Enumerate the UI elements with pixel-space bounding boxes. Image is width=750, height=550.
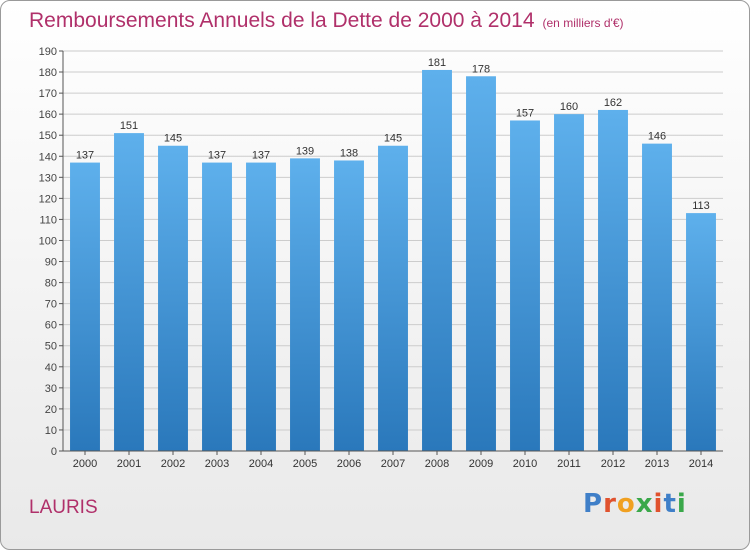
y-tick-label: 120	[39, 193, 57, 205]
bar-2003	[202, 162, 232, 451]
x-tick-label: 2000	[73, 458, 97, 470]
data-label-2002: 145	[164, 133, 182, 145]
data-label-2009: 178	[472, 63, 490, 75]
bar-2008	[422, 69, 452, 452]
bar-2010	[510, 120, 540, 451]
y-tick-label: 150	[39, 130, 57, 142]
chart-title-text: Remboursements Annuels de la Dette de 20…	[29, 9, 535, 32]
axes: 0 10 20 30 40 50 60 70 80 90 100 110 120 130 140 150 160…	[39, 46, 723, 470]
logo-letter: x	[635, 489, 654, 519]
data-label-2011: 160	[560, 101, 578, 113]
bar-2001	[114, 133, 144, 451]
y-tick-label: 100	[39, 235, 57, 247]
y-tick-label: 160	[39, 109, 57, 121]
data-label-2008: 181	[428, 57, 446, 69]
x-tick-label: 2013	[645, 458, 669, 470]
x-tick-label: 2005	[293, 458, 317, 470]
x-tick-label: 2001	[117, 458, 141, 470]
data-label-2012: 162	[604, 97, 622, 109]
data-label-2000: 137	[76, 150, 94, 162]
x-tick-label: 2014	[689, 458, 713, 470]
bar-2004	[246, 162, 276, 451]
y-tick-label: 70	[45, 299, 57, 311]
x-tick-label: 2010	[513, 458, 537, 470]
x-tick-label: 2009	[469, 458, 493, 470]
data-labels: 137 151 145 137 137 139 138 145 181 178 157 160 162 1…	[76, 57, 710, 212]
logo-letter: P	[583, 489, 604, 519]
chart-title: Remboursements Annuels de la Dette de 20…	[29, 9, 624, 33]
proxiti-logo: Proxiti	[583, 489, 687, 519]
y-tick-label: 140	[39, 151, 57, 163]
data-label-2014: 113	[692, 200, 710, 212]
x-tick-label: 2007	[381, 458, 405, 470]
bars	[70, 69, 716, 452]
y-tick-label: 130	[39, 172, 57, 184]
bar-2006	[334, 160, 364, 451]
y-tick-label: 50	[45, 341, 57, 353]
place-name: LAURIS	[29, 497, 98, 518]
data-label-2001: 151	[120, 120, 138, 132]
x-tick-label: 2011	[557, 458, 581, 470]
y-tick-label: 170	[39, 88, 57, 100]
bar-2011	[554, 114, 584, 451]
logo-letter: r	[603, 489, 617, 519]
y-tick-label: 110	[39, 214, 57, 226]
data-label-2004: 137	[252, 150, 270, 162]
y-tick-label: 80	[45, 278, 57, 290]
data-label-2006: 138	[340, 147, 358, 159]
bar-2002	[158, 145, 188, 451]
x-tick-label: 2004	[249, 458, 273, 470]
x-tick-label: 2002	[161, 458, 185, 470]
y-tick-label: 180	[39, 67, 57, 79]
y-tick-label: 0	[51, 446, 57, 458]
bar-2009	[466, 76, 496, 452]
y-tick-label: 20	[45, 404, 57, 416]
data-label-2003: 137	[208, 150, 226, 162]
bar-2000	[70, 162, 100, 451]
x-tick-label: 2003	[205, 458, 229, 470]
logo-letter: o	[616, 489, 636, 519]
logo-letter: i	[676, 489, 687, 519]
bar-2013	[642, 143, 672, 451]
y-tick-label: 10	[45, 425, 57, 437]
bar-2012	[598, 109, 628, 452]
data-label-2005: 139	[296, 145, 314, 157]
data-label-2013: 146	[648, 131, 666, 143]
x-tick-label: 2008	[425, 458, 449, 470]
data-label-2007: 145	[384, 133, 402, 145]
x-tick-label: 2012	[601, 458, 625, 470]
bar-2007	[378, 145, 408, 451]
logo-letter: i	[653, 489, 664, 519]
bar-2014	[686, 213, 716, 451]
logo-letter: t	[663, 489, 677, 519]
bar-2005	[290, 158, 320, 452]
x-tick-label: 2006	[337, 458, 361, 470]
data-label-2010: 157	[516, 107, 534, 119]
y-tick-label: 60	[45, 320, 57, 332]
y-tick-label: 30	[45, 383, 57, 395]
y-tick-label: 40	[45, 362, 57, 374]
chart-subtitle: (en milliers d'€)	[542, 16, 624, 30]
y-tick-label: 190	[39, 46, 57, 58]
y-tick-label: 90	[45, 257, 57, 269]
